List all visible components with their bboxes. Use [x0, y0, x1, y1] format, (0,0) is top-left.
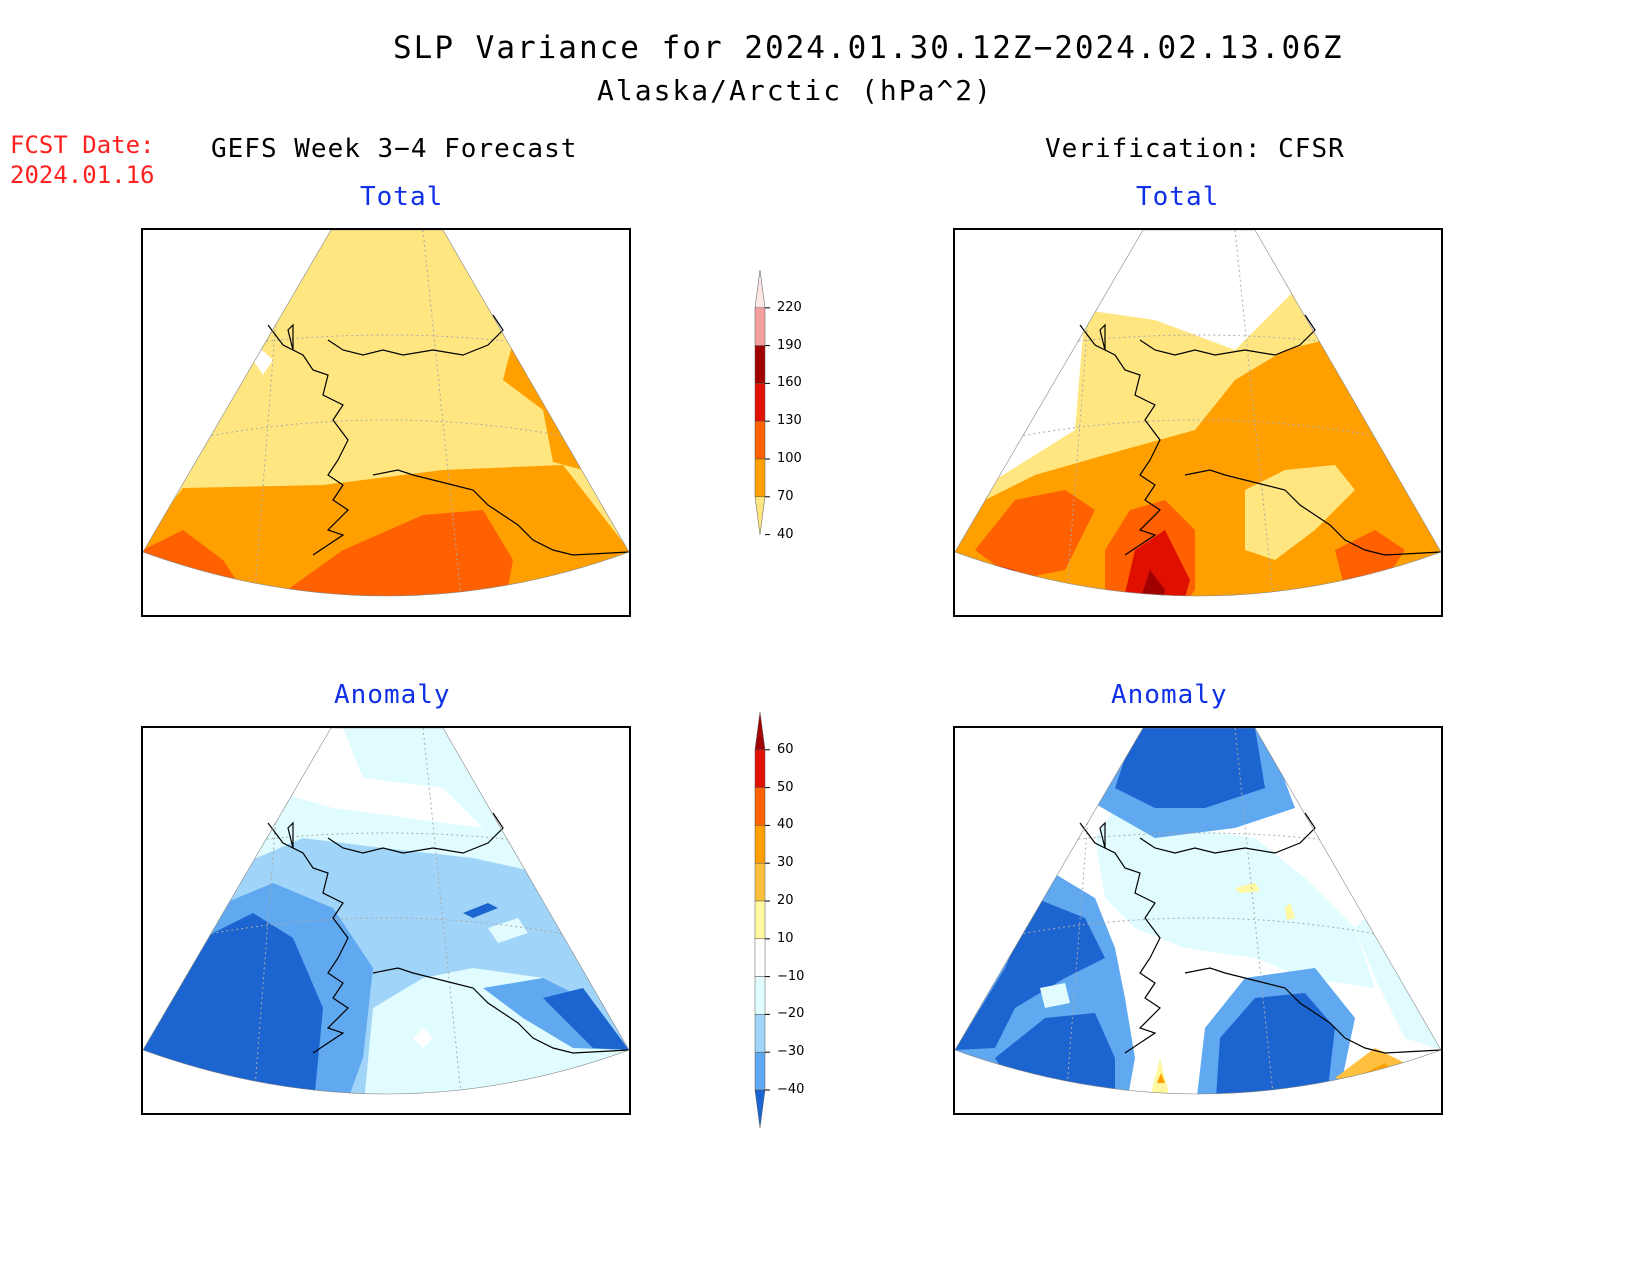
- colorbar-swatch: [754, 711, 766, 751]
- colorbar-label: 30: [777, 855, 794, 871]
- forecast-anomaly-field: [143, 728, 629, 1095]
- verification-heading: Verification: CFSR: [1045, 134, 1345, 164]
- main-title: SLP Variance for 2024.01.30.12Z−2024.02.…: [393, 30, 1344, 66]
- colorbar-label: −10: [777, 968, 805, 984]
- forecast-heading: GEFS Week 3−4 Forecast: [211, 134, 578, 164]
- forecast-anomaly-title: Anomaly: [334, 680, 451, 710]
- fcst-date-label: FCST Date: 2024.01.16: [10, 130, 155, 190]
- colorbar-swatch: [754, 269, 766, 309]
- forecast-anomaly-map: [141, 726, 631, 1115]
- coastline: [1079, 812, 1441, 1054]
- colorbar-swatch: [754, 307, 766, 346]
- colorbar-label: 100: [777, 451, 802, 466]
- verification-anomaly-field: [955, 728, 1441, 1095]
- colorbar-swatch: [754, 1051, 766, 1091]
- colorbar-label: 70: [777, 488, 794, 504]
- colorbar-label: 220: [777, 299, 802, 315]
- colorbar-label: 130: [777, 413, 802, 429]
- fcst-date-line1: FCST Date:: [10, 131, 155, 159]
- coastline: [267, 314, 629, 556]
- verification-total-field: [955, 230, 1441, 597]
- forecast-total-field: [143, 230, 629, 597]
- colorbar-swatch: [754, 976, 766, 1015]
- verification-total-map: [953, 228, 1443, 617]
- colorbar-swatch: [754, 787, 766, 826]
- colorbar-label: 40: [777, 817, 794, 833]
- colorbar-swatch: [754, 383, 766, 422]
- verification-total-title: Total: [1136, 182, 1220, 212]
- colorbar-swatch: [754, 749, 766, 788]
- coastline: [267, 812, 629, 1054]
- subtitle: Alaska/Arctic (hPa^2): [597, 74, 994, 107]
- verification-anomaly-map: [953, 726, 1443, 1115]
- colorbar-label: −40: [777, 1082, 805, 1097]
- anomaly-colorbar: 60 50 40 30 20 10 −10 −20 −30 −40: [750, 710, 830, 1135]
- colorbar-label: 10: [777, 930, 794, 946]
- colorbar-label: 190: [777, 337, 802, 353]
- colorbar-label: 160: [777, 375, 802, 391]
- colorbar-label: 20: [777, 893, 794, 908]
- colorbar-swatch: [754, 1089, 766, 1128]
- colorbar-swatch: [754, 900, 766, 940]
- colorbar-swatch: [754, 825, 766, 864]
- colorbar-swatch: [754, 458, 766, 498]
- verification-anomaly-title: Anomaly: [1111, 680, 1228, 710]
- colorbar-swatch: [754, 345, 766, 384]
- colorbar-swatch: [754, 1014, 766, 1053]
- colorbar-label: −30: [777, 1044, 805, 1060]
- total-colorbar: 220 190 160 130 100 70 40: [750, 268, 830, 578]
- colorbar-label: 40: [777, 526, 794, 542]
- anomaly-colorbar-swatches: [754, 711, 770, 1128]
- colorbar-swatch: [754, 938, 766, 977]
- colorbar-label: 50: [777, 779, 794, 795]
- coastline: [1079, 314, 1441, 556]
- colorbar-label: 60: [777, 741, 794, 757]
- colorbar-label: −20: [777, 1006, 805, 1022]
- forecast-total-map: [141, 228, 631, 617]
- colorbar-swatch: [754, 496, 766, 535]
- colorbar-swatch: [754, 420, 766, 460]
- fcst-date-value: 2024.01.16: [10, 161, 155, 189]
- forecast-total-title: Total: [360, 182, 444, 212]
- total-colorbar-swatches: [754, 269, 770, 536]
- colorbar-swatch: [754, 862, 766, 902]
